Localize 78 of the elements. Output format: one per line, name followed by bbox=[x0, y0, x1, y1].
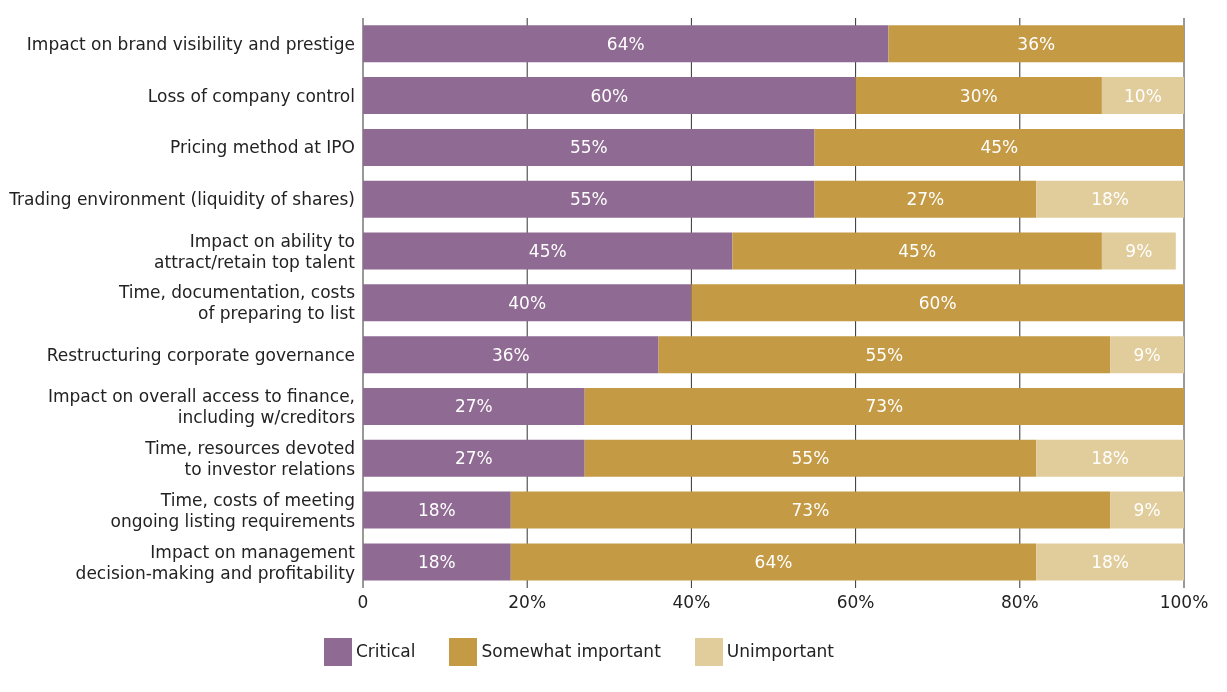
data-label: 64% bbox=[606, 33, 645, 54]
y-tick-label: Restructuring corporate governance bbox=[46, 344, 355, 365]
bar bbox=[363, 232, 733, 270]
data-label: 45% bbox=[898, 240, 937, 261]
legend-label: Somewhat important bbox=[481, 641, 661, 661]
x-tick-label: 40% bbox=[672, 592, 711, 613]
data-label: 55% bbox=[791, 448, 830, 469]
bar bbox=[363, 491, 511, 529]
bar bbox=[888, 25, 1184, 63]
y-tick-label: Pricing method at IPO bbox=[170, 137, 355, 158]
x-tick-label: 0 bbox=[357, 592, 369, 613]
bar bbox=[658, 336, 1111, 374]
x-tick-label: 100% bbox=[1159, 592, 1209, 613]
data-label: 73% bbox=[791, 500, 830, 521]
data-label: 55% bbox=[865, 344, 904, 365]
bar bbox=[1101, 77, 1184, 115]
data-label: 18% bbox=[1091, 448, 1130, 469]
bar bbox=[1036, 180, 1184, 218]
x-tick-label: 60% bbox=[836, 592, 875, 613]
bar bbox=[1036, 543, 1184, 581]
legend-label: Unimportant bbox=[726, 641, 835, 661]
data-label: 60% bbox=[918, 292, 957, 313]
bar bbox=[363, 25, 889, 63]
y-tick-label: Impact on overall access to finance, including w/creditors bbox=[48, 386, 356, 428]
data-label: 55% bbox=[569, 137, 608, 158]
y-tick-label: Time, resources devoted to investor relations bbox=[144, 437, 356, 479]
y-tick-label: Loss of company control bbox=[147, 85, 355, 106]
data-label: 10% bbox=[1124, 85, 1162, 106]
data-label: 18% bbox=[1091, 189, 1130, 210]
bar bbox=[363, 387, 585, 425]
bar bbox=[732, 232, 1102, 270]
bar bbox=[1036, 439, 1184, 477]
y-tick-label: Impact on ability to attract/retain top talent bbox=[154, 230, 356, 272]
bar bbox=[510, 491, 1111, 529]
data-label: 18% bbox=[417, 500, 456, 521]
x-tick-label: 80% bbox=[1000, 592, 1039, 613]
bar bbox=[1110, 491, 1184, 529]
bar bbox=[510, 543, 1037, 581]
bar bbox=[363, 336, 659, 374]
data-label: 9% bbox=[1125, 240, 1153, 261]
data-label: 27% bbox=[454, 396, 493, 417]
legend-label: Critical bbox=[355, 641, 416, 661]
data-label: 30% bbox=[959, 85, 998, 106]
bar bbox=[363, 543, 511, 581]
bar bbox=[855, 77, 1102, 115]
bar bbox=[584, 387, 1184, 425]
bar bbox=[814, 180, 1037, 218]
bar bbox=[1110, 336, 1184, 374]
y-tick-label: Impact on management decision-making and profitability bbox=[75, 541, 356, 583]
data-label: 36% bbox=[1017, 33, 1056, 54]
bar bbox=[363, 77, 856, 115]
data-label: 64% bbox=[754, 551, 793, 572]
data-label: 36% bbox=[491, 344, 530, 365]
bar bbox=[363, 128, 815, 166]
bar bbox=[363, 284, 692, 322]
data-label: 55% bbox=[569, 189, 608, 210]
bar bbox=[814, 128, 1184, 166]
data-label: 27% bbox=[454, 448, 493, 469]
y-tick-label: Impact on brand visibility and prestige bbox=[26, 33, 355, 54]
bar bbox=[691, 284, 1184, 322]
data-label: 9% bbox=[1133, 500, 1161, 521]
bar bbox=[1101, 232, 1176, 270]
bar bbox=[584, 439, 1037, 477]
data-label: 45% bbox=[528, 240, 567, 261]
data-label: 18% bbox=[417, 551, 456, 572]
data-label: 18% bbox=[1091, 551, 1130, 572]
data-label: 40% bbox=[508, 292, 547, 313]
x-tick-label: 20% bbox=[508, 592, 547, 613]
y-tick-label: Time, costs of meeting ongoing listing requirements bbox=[110, 489, 356, 531]
y-tick-label: Trading environment (liquidity of shares) bbox=[8, 189, 355, 210]
y-tick-label: Time, documentation, costs of preparing to list bbox=[117, 282, 356, 324]
data-label: 27% bbox=[906, 189, 945, 210]
bar bbox=[363, 439, 585, 477]
bar bbox=[363, 180, 815, 218]
data-label: 73% bbox=[865, 396, 904, 417]
data-label: 9% bbox=[1133, 344, 1161, 365]
data-label: 45% bbox=[980, 137, 1019, 158]
data-label: 60% bbox=[590, 85, 629, 106]
